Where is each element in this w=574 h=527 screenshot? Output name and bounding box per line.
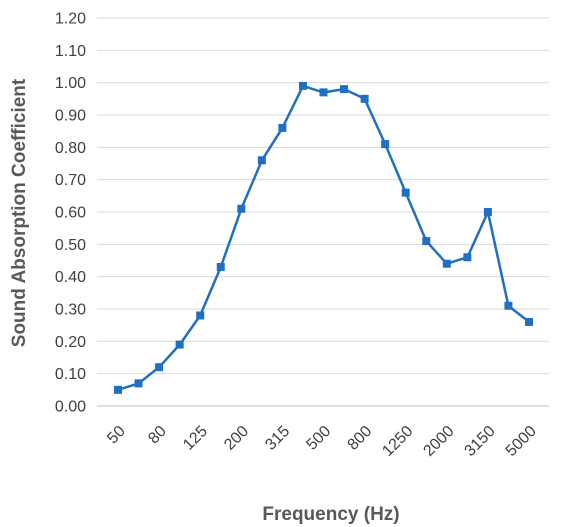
data-point <box>320 88 328 96</box>
x-tick-label: 80 <box>145 423 170 448</box>
x-axis-title: Frequency (Hz) <box>262 504 399 525</box>
y-tick-label: 1.20 <box>55 11 86 28</box>
x-axis-ticks: 50 80 125 200 315 500 800 1250 2000 3150 5000 <box>104 423 540 460</box>
data-point <box>463 253 471 261</box>
y-tick-label: 0.00 <box>55 399 86 416</box>
data-point <box>114 386 122 394</box>
y-axis-ticks: 0.00 0.10 0.20 0.30 0.40 0.50 0.60 0.70 0.80 0.90… <box>55 11 86 416</box>
data-point <box>258 156 266 164</box>
series-group <box>114 82 533 394</box>
data-point <box>381 140 389 148</box>
x-tick-label: 5000 <box>503 423 540 460</box>
y-tick-label: 1.10 <box>55 43 86 60</box>
data-point <box>504 302 512 310</box>
data-point <box>196 311 204 319</box>
data-point <box>217 263 225 271</box>
y-tick-label: 1.00 <box>55 75 86 92</box>
data-point <box>422 237 430 245</box>
y-tick-label: 0.90 <box>55 108 86 125</box>
data-point <box>176 341 184 349</box>
data-point <box>278 124 286 132</box>
y-tick-label: 0.70 <box>55 172 86 189</box>
x-tick-label: 2000 <box>420 423 457 460</box>
x-tick-label: 1250 <box>379 423 416 460</box>
x-tick-label: 500 <box>303 423 334 454</box>
gridlines <box>97 18 549 406</box>
data-point <box>443 260 451 268</box>
y-axis-title: Sound Absorption Coefficient <box>9 78 30 347</box>
x-tick-label: 125 <box>180 423 211 454</box>
data-point <box>484 208 492 216</box>
y-tick-label: 0.20 <box>55 334 86 351</box>
x-tick-label: 315 <box>262 423 293 454</box>
x-tick-label: 50 <box>104 423 129 448</box>
data-point <box>135 379 143 387</box>
y-tick-label: 0.30 <box>55 302 86 319</box>
data-point <box>299 82 307 90</box>
data-point <box>402 189 410 197</box>
y-tick-label: 0.60 <box>55 205 86 222</box>
y-tick-label: 0.40 <box>55 269 86 286</box>
data-point <box>361 95 369 103</box>
y-tick-label: 0.10 <box>55 366 86 383</box>
x-tick-label: 200 <box>221 423 252 454</box>
data-point <box>237 205 245 213</box>
data-point <box>155 363 163 371</box>
x-tick-label: 800 <box>345 423 376 454</box>
data-point <box>340 85 348 93</box>
y-tick-label: 0.50 <box>55 237 86 254</box>
data-point <box>525 318 533 326</box>
y-tick-label: 0.80 <box>55 140 86 157</box>
x-tick-label: 3150 <box>462 423 499 460</box>
